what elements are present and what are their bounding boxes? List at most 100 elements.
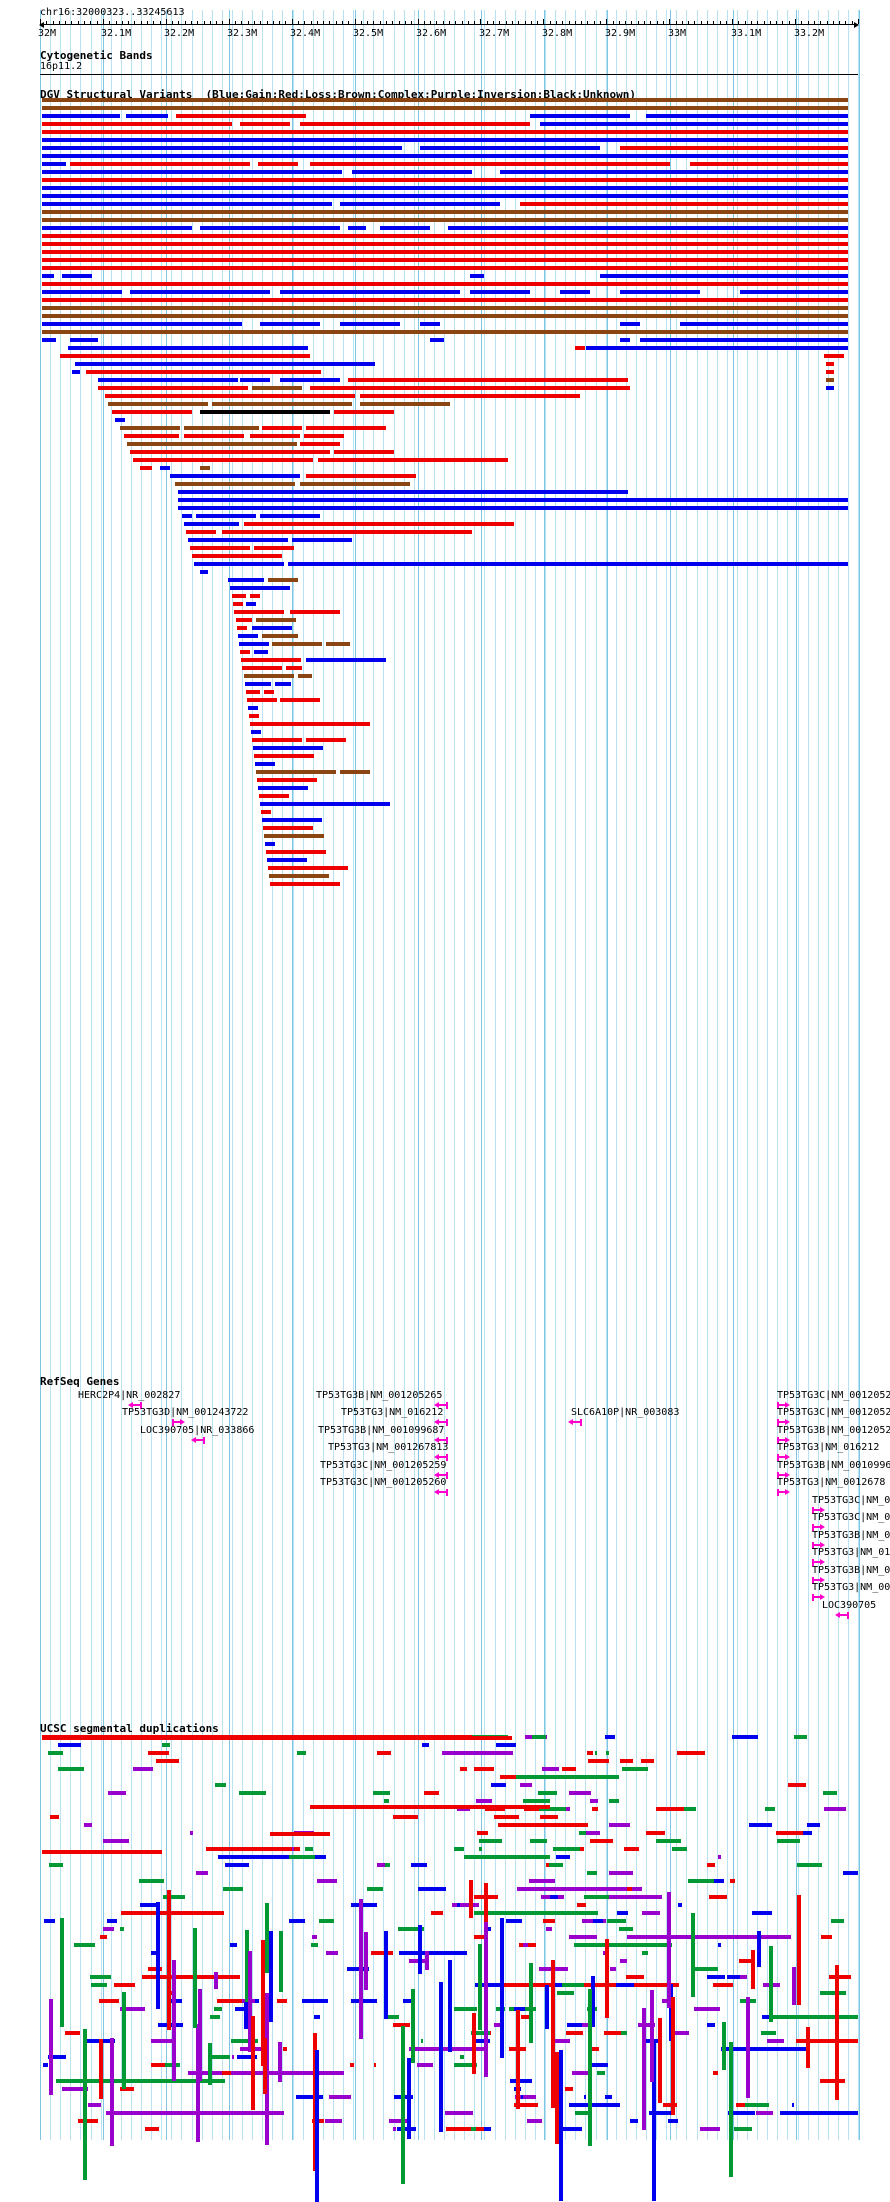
dgv-variant-bar[interactable]	[127, 442, 297, 446]
segdup-bar[interactable]	[328, 2095, 351, 2099]
dgv-variant-bar[interactable]	[470, 274, 484, 278]
dgv-variant-bar[interactable]	[42, 322, 242, 326]
segdup-bar[interactable]	[729, 1879, 736, 1883]
dgv-variant-bar[interactable]	[192, 554, 282, 558]
segdup-bar[interactable]	[229, 1943, 238, 1947]
segdup-bar[interactable]	[608, 1871, 633, 1875]
segdup-bar[interactable]	[106, 1919, 118, 1923]
gene-arrow-forward-icon[interactable]	[812, 1577, 826, 1584]
dgv-variant-bar[interactable]	[245, 682, 271, 686]
segdup-bar[interactable]	[555, 1983, 564, 1987]
segdup-bar[interactable]	[706, 1975, 726, 1979]
segdup-bar[interactable]	[209, 2015, 220, 2019]
segdup-bar[interactable]	[605, 1939, 610, 2018]
segdup-bar[interactable]	[718, 1855, 721, 1859]
dgv-variant-bar[interactable]	[42, 330, 848, 334]
dgv-variant-bar[interactable]	[178, 490, 628, 494]
segdup-bar[interactable]	[441, 1751, 513, 1755]
dgv-variant-bar[interactable]	[42, 122, 232, 126]
dgv-variant-bar[interactable]	[280, 290, 460, 294]
dgv-variant-bar[interactable]	[60, 354, 310, 358]
gene-label[interactable]: SLC6A10P|NR_003083	[571, 1407, 680, 1418]
gene-arrow-forward-icon[interactable]	[812, 1507, 826, 1514]
dgv-variant-bar[interactable]	[259, 794, 289, 798]
segdup-bar[interactable]	[151, 2063, 166, 2067]
gene-label[interactable]: TP53TG3B|NM_0010996	[777, 1460, 890, 1471]
segdup-bar[interactable]	[387, 2015, 399, 2019]
segdup-bar[interactable]	[721, 2047, 807, 2051]
segdup-bar[interactable]	[302, 1999, 329, 2003]
gene-arrow-reverse-icon[interactable]	[568, 1419, 582, 1426]
segdup-bar[interactable]	[609, 1823, 631, 1827]
segdup-bar[interactable]	[151, 1951, 160, 1955]
dgv-variant-bar[interactable]	[120, 426, 180, 430]
segdup-bar[interactable]	[523, 1943, 529, 1947]
segdup-bar[interactable]	[766, 2039, 784, 2043]
segdup-bar[interactable]	[48, 1863, 63, 1867]
segdup-bar[interactable]	[265, 1903, 270, 1973]
segdup-bar[interactable]	[605, 1735, 615, 1739]
segdup-bar[interactable]	[161, 1743, 170, 1747]
dgv-variant-bar[interactable]	[254, 546, 294, 550]
segdup-bar[interactable]	[671, 1997, 676, 2115]
dgv-variant-bar[interactable]	[263, 826, 313, 830]
segdup-bar[interactable]	[105, 2111, 285, 2115]
segdup-bar[interactable]	[673, 2031, 690, 2035]
segdup-bar[interactable]	[217, 1999, 242, 2003]
segdup-bar[interactable]	[522, 1799, 551, 1803]
segdup-bar[interactable]	[727, 2111, 755, 2115]
segdup-bar[interactable]	[364, 1932, 368, 1990]
segdup-bar[interactable]	[539, 1815, 558, 1819]
segdup-bar[interactable]	[214, 1783, 227, 1787]
dgv-variant-bar[interactable]	[269, 874, 329, 878]
segdup-bar[interactable]	[452, 1903, 480, 1907]
segdup-bar[interactable]	[717, 1943, 722, 1947]
segdup-bar[interactable]	[509, 2079, 533, 2083]
dgv-variant-bar[interactable]	[306, 474, 416, 478]
gene-label[interactable]: TP53TG3|NM_001267813	[328, 1442, 449, 1453]
segdup-bar[interactable]	[42, 1736, 512, 1740]
dgv-variant-bar[interactable]	[70, 162, 250, 166]
dgv-variant-bar[interactable]	[380, 226, 430, 230]
segdup-bar[interactable]	[195, 2024, 200, 2142]
dgv-variant-bar[interactable]	[241, 658, 301, 662]
segdup-bar[interactable]	[145, 2127, 160, 2131]
segdup-bar[interactable]	[113, 1983, 136, 1987]
segdup-bar[interactable]	[416, 2063, 434, 2067]
gene-arrow-forward-icon[interactable]	[777, 1489, 791, 1496]
segdup-bar[interactable]	[372, 1791, 391, 1795]
segdup-bar[interactable]	[439, 1982, 444, 2132]
dgv-variant-bar[interactable]	[340, 770, 370, 774]
dgv-variant-bar[interactable]	[266, 850, 326, 854]
dgv-variant-bar[interactable]	[264, 834, 324, 838]
segdup-bar[interactable]	[43, 1919, 55, 1923]
dgv-variant-bar[interactable]	[42, 250, 848, 254]
segdup-bar[interactable]	[102, 1927, 114, 1931]
segdup-bar[interactable]	[663, 2103, 677, 2107]
segdup-bar[interactable]	[607, 1919, 626, 1923]
segdup-bar[interactable]	[384, 1799, 390, 1803]
gene-arrow-reverse-icon[interactable]	[434, 1489, 448, 1496]
segdup-bar[interactable]	[594, 1751, 597, 1755]
dgv-variant-bar[interactable]	[824, 354, 844, 358]
segdup-bar[interactable]	[225, 1863, 249, 1867]
dgv-variant-bar[interactable]	[252, 626, 292, 630]
segdup-bar[interactable]	[445, 2111, 473, 2115]
dgv-variant-bar[interactable]	[520, 202, 848, 206]
dgv-variant-bar[interactable]	[186, 530, 216, 534]
dgv-variant-bar[interactable]	[234, 610, 284, 614]
segdup-bar[interactable]	[78, 2119, 99, 2123]
dgv-variant-bar[interactable]	[184, 522, 239, 526]
segdup-bar[interactable]	[704, 1935, 729, 1939]
dgv-variant-bar[interactable]	[280, 698, 320, 702]
segdup-bar[interactable]	[237, 2055, 257, 2059]
dgv-variant-bar[interactable]	[304, 434, 344, 438]
gene-label[interactable]: TP53TG3|NM_01	[812, 1547, 890, 1558]
segdup-bar[interactable]	[431, 1911, 443, 1915]
segdup-bar[interactable]	[198, 1989, 202, 2081]
segdup-bar[interactable]	[471, 2031, 491, 2035]
dgv-variant-bar[interactable]	[256, 770, 336, 774]
segdup-bar[interactable]	[619, 1759, 634, 1763]
dgv-variant-bar[interactable]	[500, 170, 848, 174]
segdup-bar[interactable]	[559, 2050, 564, 2201]
